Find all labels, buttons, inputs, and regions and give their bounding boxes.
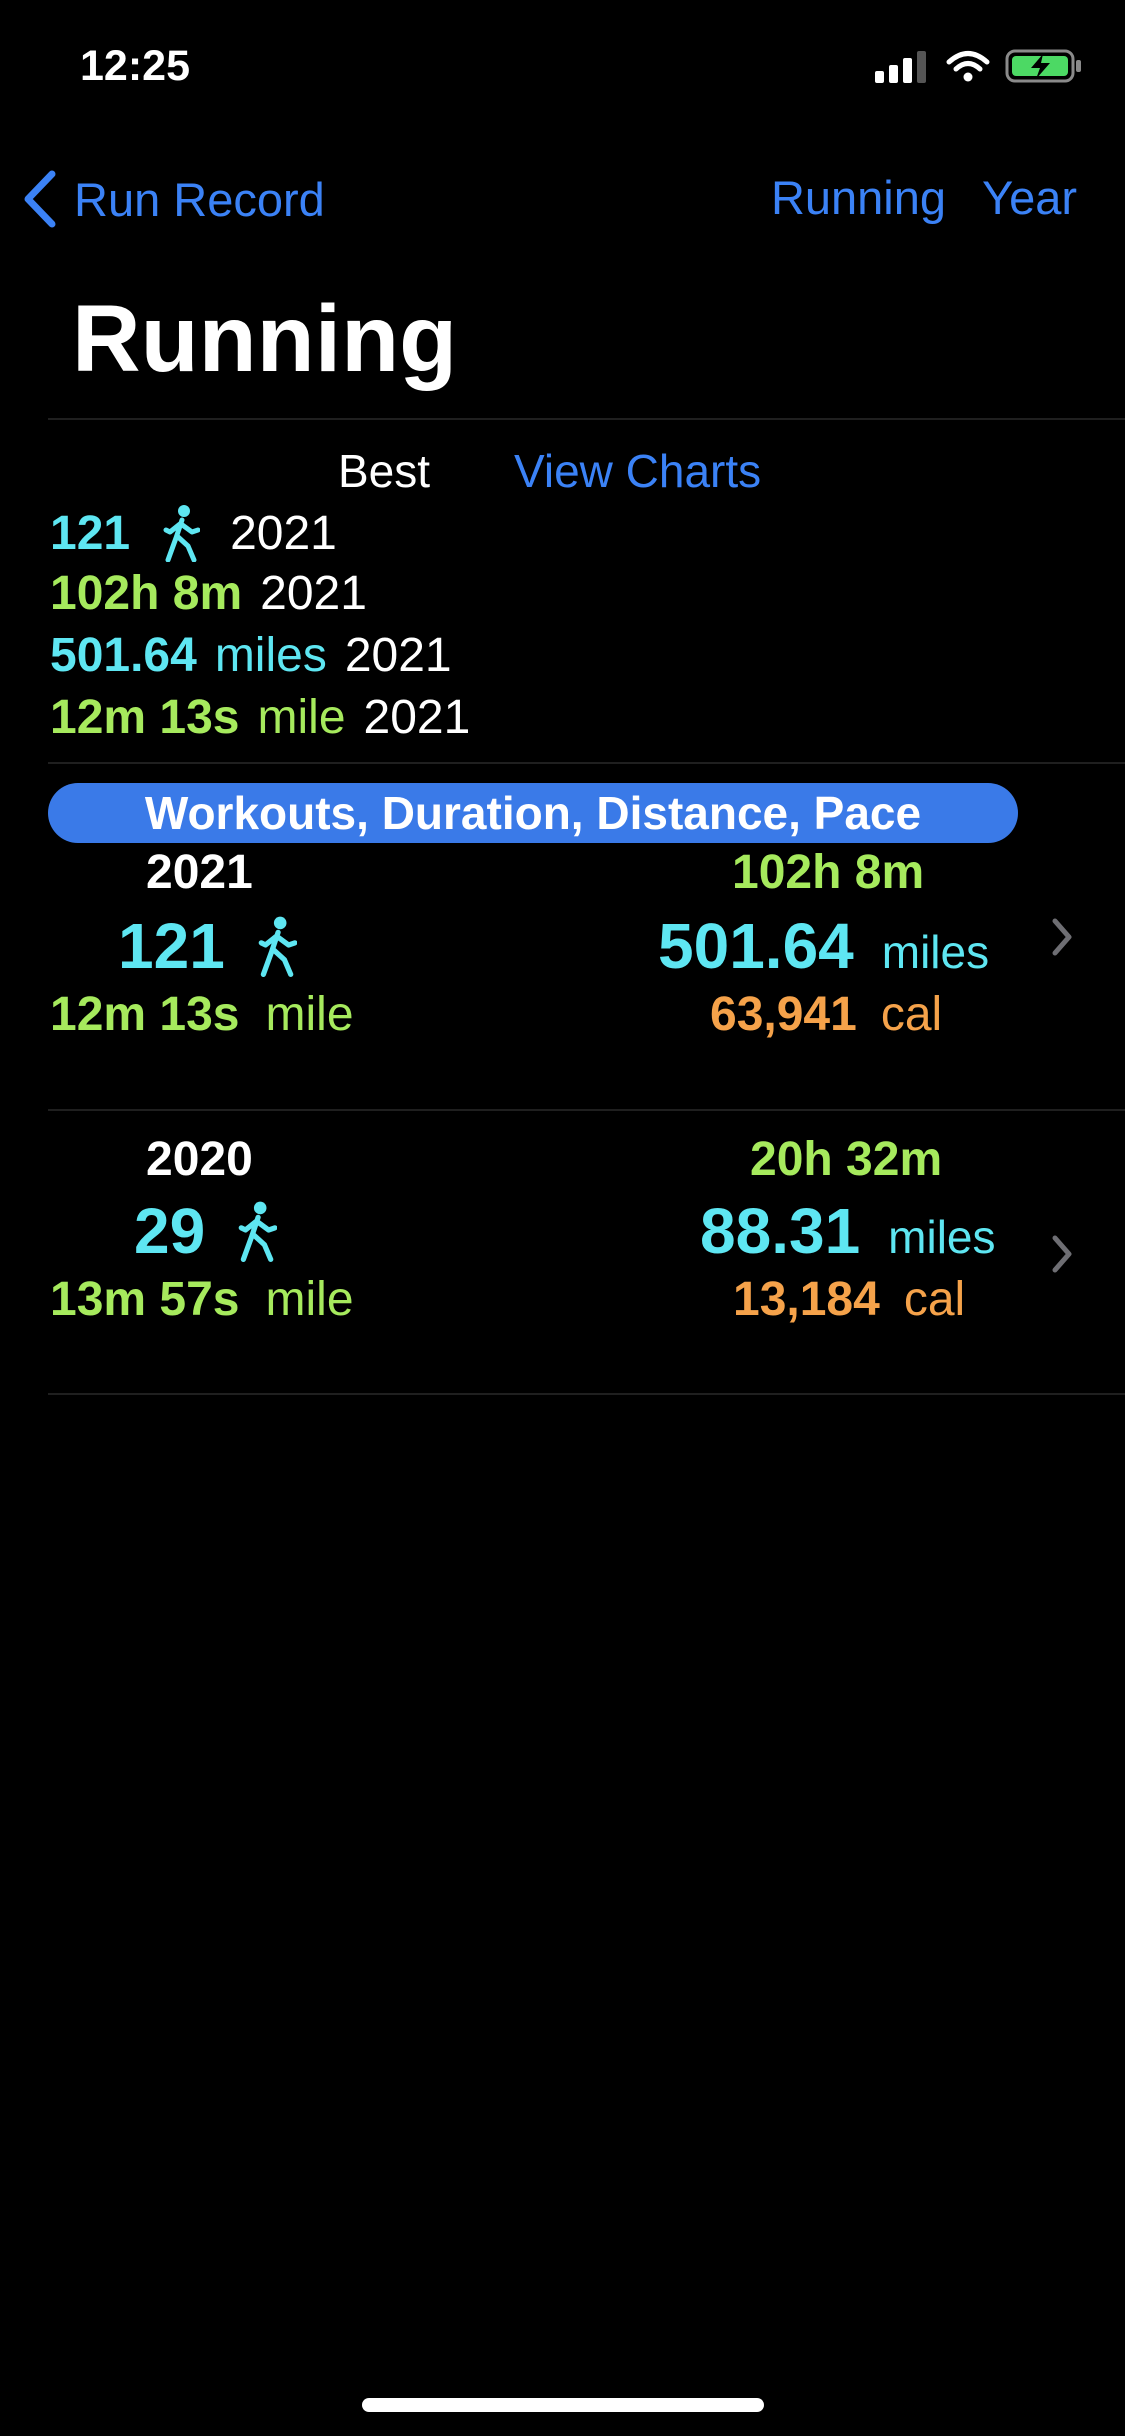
home-indicator[interactable] bbox=[362, 2398, 764, 2412]
best-pace-value: 12m 13s bbox=[50, 691, 240, 744]
divider bbox=[48, 418, 1125, 420]
section-header-pill[interactable]: Workouts, Duration, Distance, Pace bbox=[48, 783, 1018, 843]
pace-value: 13m 57s bbox=[50, 1273, 240, 1326]
page-title: Running bbox=[72, 286, 458, 392]
running-filter-button[interactable]: Running bbox=[770, 171, 947, 224]
pace: 13m 57s mile bbox=[50, 1272, 354, 1327]
workouts-count: 29 bbox=[134, 1194, 278, 1268]
best-distance-unit: miles bbox=[214, 629, 327, 682]
chevron-left-icon bbox=[24, 170, 56, 228]
distance: 501.64 miles bbox=[658, 909, 989, 983]
best-heading: Best bbox=[338, 445, 431, 497]
view-charts-button[interactable]: View Charts bbox=[514, 445, 762, 497]
battery-charging-icon bbox=[1005, 49, 1081, 83]
distance: 88.31 miles bbox=[700, 1194, 996, 1268]
signal-icon bbox=[875, 51, 926, 83]
duration-value: 102h 8m bbox=[732, 846, 925, 899]
divider bbox=[48, 1109, 1125, 1111]
best-duration-value: 102h 8m bbox=[50, 567, 243, 620]
pace-unit: mile bbox=[265, 1273, 354, 1326]
walking-figure-icon bbox=[238, 1201, 278, 1262]
year-row-2021[interactable]: 2021 121 12m 13s mile 102h 8m 501.64 mil… bbox=[0, 843, 1125, 1108]
best-pace-unit: mile bbox=[257, 691, 346, 744]
best-duration-year: 2021 bbox=[260, 567, 367, 620]
best-pace-year: 2021 bbox=[363, 691, 471, 744]
calories: 13,184 cal bbox=[733, 1272, 965, 1327]
year-label: 2020 bbox=[146, 1133, 253, 1186]
calories-value: 63,941 bbox=[710, 988, 857, 1041]
chevron-right-icon bbox=[1052, 918, 1072, 956]
best-distance: 501.64 miles 2021 bbox=[50, 628, 452, 683]
best-workouts-value: 121 bbox=[50, 506, 131, 560]
back-label: Run Record bbox=[74, 172, 325, 226]
wifi-icon bbox=[946, 51, 990, 82]
best-pace: 12m 13s mile 2021 bbox=[50, 690, 470, 745]
divider bbox=[48, 1393, 1125, 1395]
pace-value: 12m 13s bbox=[50, 988, 240, 1041]
walking-figure-icon bbox=[163, 505, 201, 562]
chevron-right-icon bbox=[1052, 1235, 1072, 1273]
year-row-2020[interactable]: 2020 29 13m 57s mile 20h 32m 88.31 miles… bbox=[0, 1128, 1125, 1393]
back-button[interactable]: Run Record bbox=[22, 170, 325, 228]
status-time: 12:25 bbox=[80, 42, 190, 90]
duration-value: 20h 32m bbox=[750, 1133, 943, 1186]
walking-figure-icon bbox=[258, 916, 297, 977]
nav-right-items: Running Year bbox=[771, 170, 1077, 225]
divider bbox=[48, 762, 1125, 764]
workouts-count: 121 bbox=[118, 909, 297, 983]
best-distance-value: 501.64 bbox=[50, 629, 197, 682]
workouts-value: 121 bbox=[118, 910, 225, 982]
distance-unit: miles bbox=[888, 1211, 996, 1263]
distance-value: 88.31 bbox=[700, 1195, 861, 1267]
distance-value: 501.64 bbox=[658, 910, 854, 982]
calories-unit: cal bbox=[903, 1273, 966, 1326]
pace: 12m 13s mile bbox=[50, 987, 354, 1042]
year-filter-button[interactable]: Year bbox=[982, 171, 1077, 224]
best-distance-year: 2021 bbox=[344, 629, 452, 682]
calories-value: 13,184 bbox=[733, 1273, 880, 1326]
year-label: 2021 bbox=[146, 846, 253, 899]
calories: 63,941 cal bbox=[710, 987, 942, 1042]
best-duration: 102h 8m 2021 bbox=[50, 566, 367, 621]
pace-unit: mile bbox=[265, 988, 354, 1041]
workouts-value: 29 bbox=[134, 1195, 206, 1267]
calories-unit: cal bbox=[880, 988, 943, 1041]
distance-unit: miles bbox=[881, 926, 990, 978]
best-workouts: 121 2021 bbox=[50, 504, 337, 562]
best-workouts-year: 2021 bbox=[230, 506, 337, 560]
status-icons bbox=[875, 48, 1083, 84]
